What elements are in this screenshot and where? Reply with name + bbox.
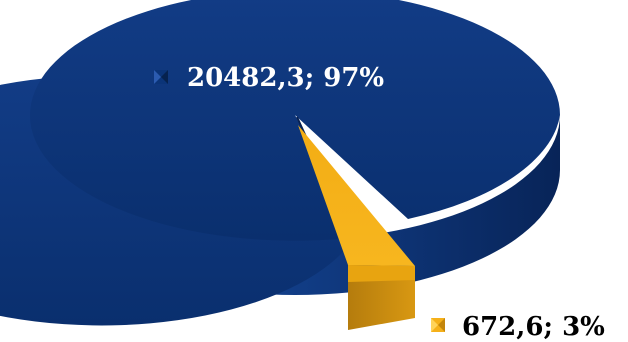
data-label-1: 20482,3; 97% (154, 63, 384, 93)
data-label-2: 672,6; 3% (431, 312, 605, 342)
pie-slice-2 (298, 125, 415, 266)
data-label-2-text: 672,6; 3% (462, 312, 605, 342)
pie-slice-2-front (348, 265, 415, 282)
data-label-1-text: 20482,3; 97% (187, 63, 384, 93)
pie-slice-1-face (29, 0, 560, 241)
